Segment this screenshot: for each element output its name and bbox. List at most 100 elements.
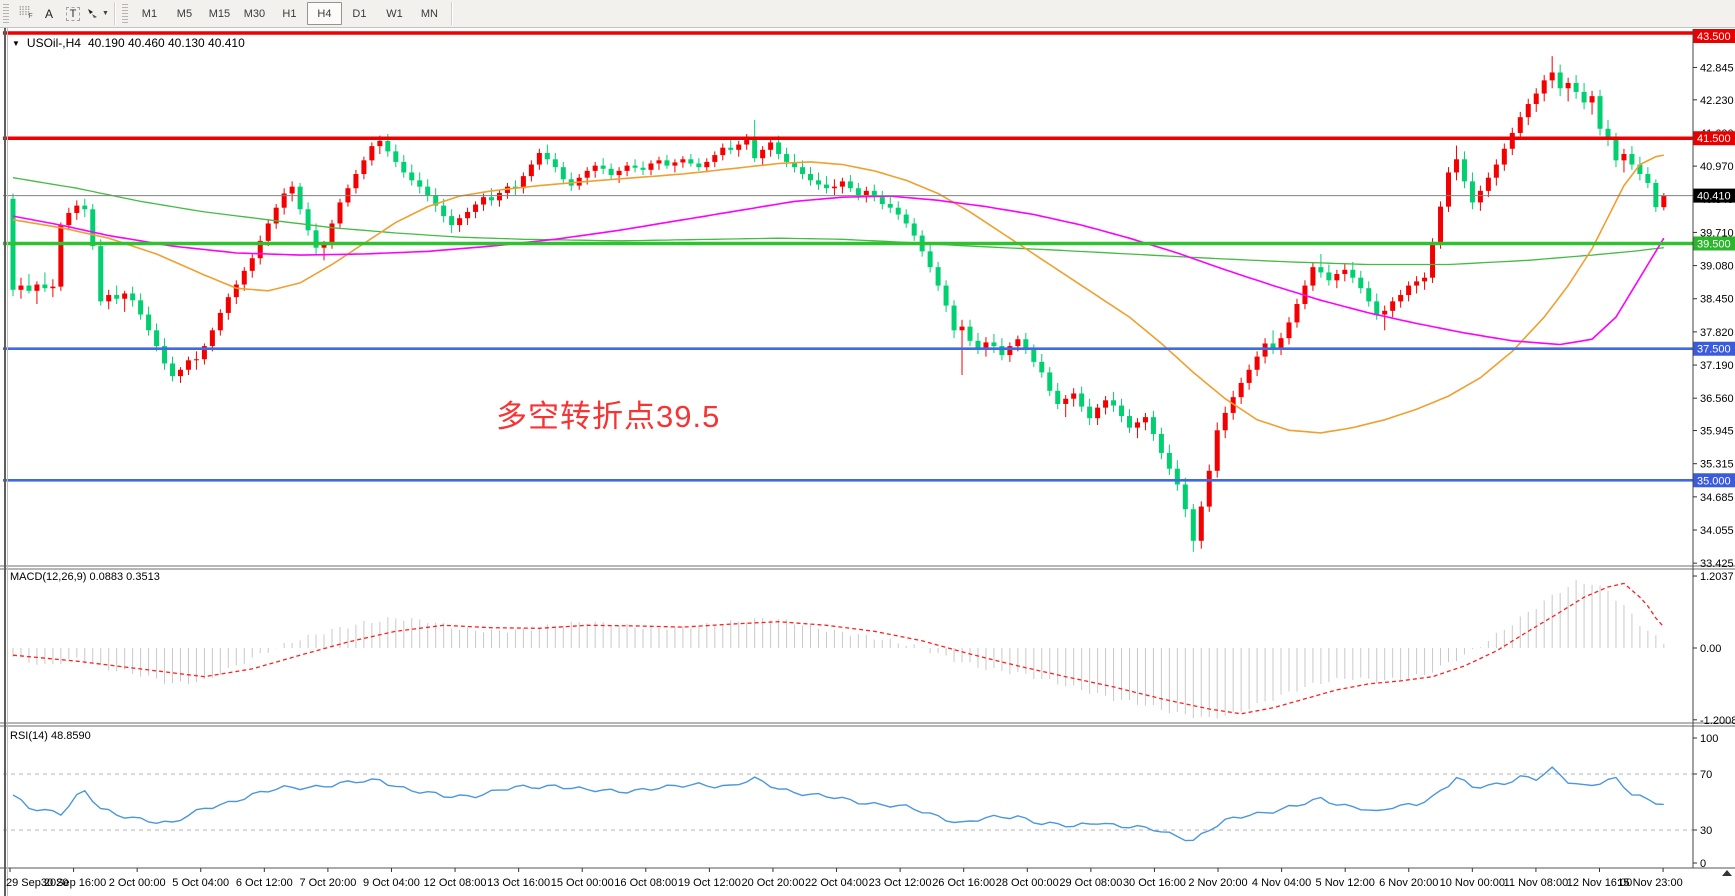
candle-body xyxy=(1477,190,1483,203)
candle-body xyxy=(696,163,702,168)
candle-body xyxy=(457,218,463,226)
date-tick-label: 13 Oct 16:00 xyxy=(487,877,550,889)
candle-body xyxy=(1342,269,1348,274)
candle-body xyxy=(656,160,662,164)
candle-body xyxy=(1158,433,1164,453)
candle-body xyxy=(584,170,590,178)
date-tick-label: 19 Oct 12:00 xyxy=(678,877,741,889)
candle-body xyxy=(1661,195,1667,208)
candle-body xyxy=(1406,285,1412,296)
timeframe-button-m1[interactable]: M1 xyxy=(141,7,158,20)
candle-body xyxy=(130,293,136,301)
candle-body xyxy=(863,190,869,196)
date-tick-label: 30 Sep 16:00 xyxy=(41,877,106,889)
timeframe-button-m30[interactable]: M30 xyxy=(243,7,266,20)
candle-body xyxy=(1509,132,1515,149)
time-axis-arrow-icon[interactable] xyxy=(1722,870,1732,876)
ohlc-values-label: 40.190 40.460 40.130 40.410 xyxy=(87,36,245,50)
time-axis[interactable] xyxy=(0,869,1735,896)
candle-body xyxy=(784,154,790,162)
timeframe-button-w1[interactable]: W1 xyxy=(386,7,403,20)
candle-body xyxy=(871,190,877,198)
timeframe-button-mn[interactable]: MN xyxy=(420,7,438,20)
candle-body xyxy=(776,142,782,155)
candle-body xyxy=(489,197,494,201)
price-axis[interactable] xyxy=(1693,30,1735,868)
candle-body xyxy=(154,330,160,347)
candle-body xyxy=(847,181,853,189)
candle-body xyxy=(1031,349,1037,362)
candle-body xyxy=(879,197,885,205)
candle-body xyxy=(1190,509,1196,541)
price-tick-label: 37.820 xyxy=(1700,327,1734,339)
candle-body xyxy=(209,330,215,347)
candle-body xyxy=(1382,310,1388,315)
candle-body xyxy=(337,202,343,224)
candle-body xyxy=(831,186,837,189)
candle-body xyxy=(289,186,295,194)
timeframe-button-h1[interactable]: H1 xyxy=(282,7,297,20)
candle-body xyxy=(1238,382,1244,398)
candle-body xyxy=(1525,104,1531,118)
candle-body xyxy=(728,147,734,150)
candle-body xyxy=(162,346,168,364)
date-tick-label: 29 Sep 2020 xyxy=(6,877,68,889)
candle-body xyxy=(1485,177,1491,191)
rsi-tick-label: 30 xyxy=(1700,825,1712,837)
candle-body xyxy=(18,285,24,290)
candle-body xyxy=(616,170,622,176)
candle-body xyxy=(1517,117,1523,133)
date-tick-label: 15 Oct 00:00 xyxy=(551,877,614,889)
candle-body xyxy=(1023,339,1029,350)
price-badge-label: 41.500 xyxy=(1697,133,1731,145)
timeframe-grip-handle[interactable] xyxy=(121,3,128,24)
candle-body xyxy=(34,284,40,291)
arrow-tool-button[interactable]: A xyxy=(38,3,60,25)
candle-body xyxy=(1055,390,1061,404)
candle-body xyxy=(855,188,861,196)
rsi-line xyxy=(12,766,1664,842)
price-tick-label: 37.190 xyxy=(1700,360,1734,372)
candle-body xyxy=(1007,346,1013,356)
candle-body xyxy=(1430,243,1436,278)
price-tick-label: 33.425 xyxy=(1700,558,1734,570)
candle-body xyxy=(528,164,534,177)
shapes-tool-button[interactable]: ▼ xyxy=(86,3,109,25)
toolbar-grip-handle[interactable] xyxy=(3,3,9,24)
candle-body xyxy=(1206,470,1212,507)
candle-body xyxy=(624,165,630,171)
candle-body xyxy=(560,167,566,180)
timeframe-button-d1[interactable]: D1 xyxy=(352,7,367,20)
candle-body xyxy=(1318,267,1324,273)
candle-body xyxy=(999,346,1005,356)
candle-body xyxy=(1334,273,1340,281)
windows-grid-button[interactable]: ⣿⣿ F xyxy=(14,3,36,25)
candle-body xyxy=(66,212,72,226)
candle-body xyxy=(839,181,845,187)
candle-body xyxy=(185,360,191,370)
price-badge-label: 43.500 xyxy=(1697,31,1731,43)
symbol-collapse-icon[interactable]: ▼ xyxy=(12,38,20,48)
candle-body xyxy=(233,284,239,298)
candle-body xyxy=(640,167,646,170)
timeframe-button-h4[interactable]: H4 xyxy=(306,2,342,25)
candle-body xyxy=(361,160,367,175)
candle-body xyxy=(1597,96,1603,129)
candle-body xyxy=(712,155,718,162)
timeframe-button-m5[interactable]: M5 xyxy=(176,7,193,20)
date-tick-label: 12 Oct 08:00 xyxy=(424,877,487,889)
annotation-text[interactable]: 多空转折点39.5 xyxy=(496,399,721,434)
text-tool-button[interactable]: T xyxy=(62,3,84,25)
price-badge-label: 35.000 xyxy=(1697,475,1731,487)
timeframe-button-m15[interactable]: M15 xyxy=(208,7,231,20)
chart-title: ▼ USOil-,H4 40.190 40.460 40.130 40.410 xyxy=(12,36,245,50)
price-badge xyxy=(1693,29,1735,43)
rsi-tick-label: 70 xyxy=(1700,769,1712,781)
candle-body xyxy=(1605,128,1611,140)
chart-toolbar: ⣿⣿ F A T ▼ M1 M5 M15 M30 H1 H4 D1 W1 MN xyxy=(0,0,1735,28)
candle-body xyxy=(425,186,431,196)
macd-signal-line xyxy=(12,582,1665,715)
candle-body xyxy=(433,195,439,206)
candle-body xyxy=(983,342,989,349)
